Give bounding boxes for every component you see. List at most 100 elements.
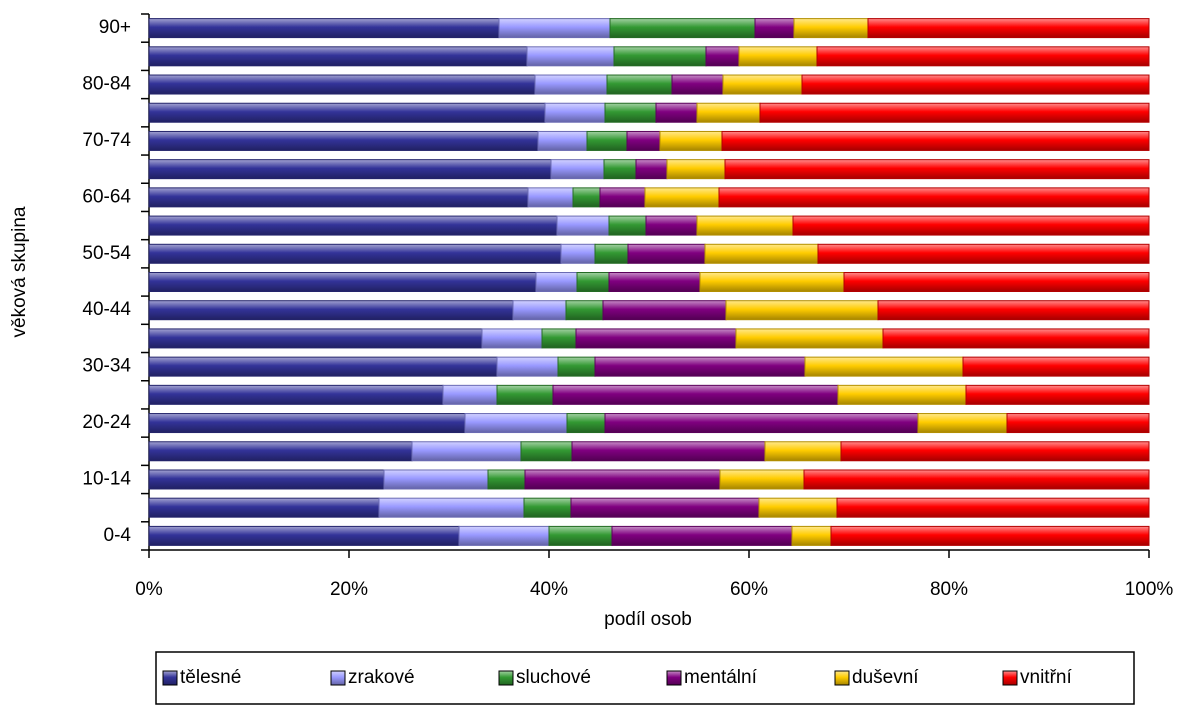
bar-segment xyxy=(541,328,577,349)
bar-segment xyxy=(524,469,721,490)
bar-segment xyxy=(645,215,698,236)
x-tick-label: 100% xyxy=(1125,579,1174,600)
y-tick-label: 0-4 xyxy=(104,525,132,546)
bar-segment xyxy=(586,130,628,151)
bar-segment xyxy=(576,272,610,292)
bar-segment xyxy=(552,384,839,405)
bar-segment xyxy=(512,300,567,321)
bar-segment xyxy=(537,130,588,151)
y-tick-label: 30-34 xyxy=(82,356,131,377)
x-axis-label: podíl osob xyxy=(604,609,692,630)
bar-segment xyxy=(527,187,574,208)
legend-label: duševní xyxy=(852,667,919,688)
y-tick-label: 60-64 xyxy=(82,186,131,207)
bar-segment xyxy=(148,384,444,405)
bar-segment xyxy=(526,46,615,67)
legend-label: tělesné xyxy=(180,667,241,688)
x-tick-label: 20% xyxy=(330,579,368,600)
bar-segment xyxy=(843,272,1150,292)
bar-segment xyxy=(148,525,460,546)
y-axis-label: věková skupina xyxy=(9,206,30,337)
bar-segment xyxy=(481,328,543,349)
bar-segment xyxy=(754,18,795,39)
bar-segment xyxy=(148,272,537,292)
bar-segment xyxy=(544,102,606,123)
bar-segment xyxy=(548,525,613,546)
bar-segment xyxy=(604,102,657,123)
bar-segment xyxy=(572,187,601,208)
y-tick-label: 20-24 xyxy=(82,412,131,433)
bar-segment xyxy=(378,497,525,518)
bar-segment xyxy=(606,74,673,95)
y-tick-label: 90+ xyxy=(99,17,131,38)
bar-segment xyxy=(804,356,964,377)
bar-segment xyxy=(718,187,1150,208)
bar-segment xyxy=(565,300,604,321)
bar-segment xyxy=(816,46,1150,67)
bar-segment xyxy=(635,159,668,180)
bar-segment xyxy=(725,300,879,321)
bar-segment xyxy=(148,243,562,264)
y-tick-label: 40-44 xyxy=(82,299,131,320)
x-tick-label: 60% xyxy=(730,579,768,600)
bar-segment xyxy=(534,74,608,95)
bar-segment xyxy=(867,18,1150,39)
bar-segment xyxy=(535,272,578,292)
bar-segment xyxy=(496,384,554,405)
bar-segment xyxy=(550,159,605,180)
bar-segment xyxy=(148,413,466,434)
bar-segment xyxy=(498,18,611,39)
bar-segment xyxy=(523,497,572,518)
bar-segment xyxy=(520,441,573,462)
bar-segment xyxy=(148,130,539,151)
bar-segment xyxy=(738,46,818,67)
bar-segment xyxy=(148,497,380,518)
legend-swatch xyxy=(498,670,514,686)
bar-segment xyxy=(722,74,803,95)
bar-segment xyxy=(792,215,1150,236)
legend-box xyxy=(155,651,1135,705)
bar-segment xyxy=(411,441,522,462)
bar-segment xyxy=(659,130,723,151)
bar-segment xyxy=(594,243,629,264)
bar-segment xyxy=(801,74,1150,95)
legend-label: mentální xyxy=(684,667,758,688)
bar-segment xyxy=(148,469,385,490)
bar-segment xyxy=(557,356,596,377)
bar-segment xyxy=(148,187,529,208)
bar-segment xyxy=(837,384,967,405)
bar-segment xyxy=(594,356,806,377)
bar-segment xyxy=(840,441,1150,462)
bar-segment xyxy=(575,328,737,349)
bar-segment xyxy=(560,243,596,264)
bar-segment xyxy=(965,384,1150,405)
y-tick-label: 10-14 xyxy=(82,468,131,489)
bar-segment xyxy=(148,74,536,95)
bar-segment xyxy=(877,300,1150,321)
bar-segment xyxy=(570,497,760,518)
bar-segment xyxy=(699,272,845,292)
bar-segment xyxy=(704,243,819,264)
bar-segment xyxy=(148,46,528,67)
bar-segment xyxy=(148,356,498,377)
legend-label: sluchové xyxy=(516,667,591,688)
bar-segment xyxy=(458,525,550,546)
bar-segment xyxy=(148,215,558,236)
bar-segment xyxy=(803,469,1150,490)
legend-swatch xyxy=(666,670,682,686)
bar-segment xyxy=(791,525,832,546)
bar-segment xyxy=(464,413,568,434)
bar-segment xyxy=(917,413,1008,434)
legend-label: vnitřní xyxy=(1020,667,1072,688)
bar-segment xyxy=(666,159,726,180)
bar-segment xyxy=(793,18,869,39)
bar-segment xyxy=(611,525,793,546)
bar-segment xyxy=(1006,413,1150,434)
x-tick-label: 0% xyxy=(135,579,163,600)
bar-segment xyxy=(626,130,661,151)
bar-segment xyxy=(696,102,761,123)
bar-segment xyxy=(496,356,559,377)
bar-segment xyxy=(602,300,727,321)
bar-segment xyxy=(817,243,1150,264)
